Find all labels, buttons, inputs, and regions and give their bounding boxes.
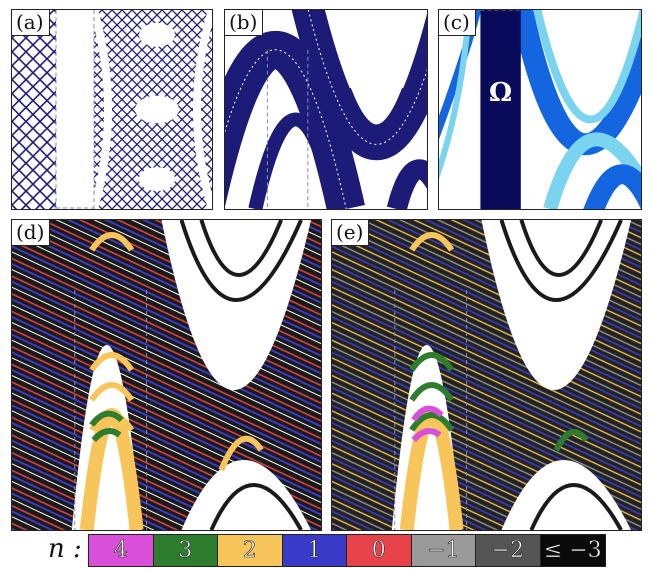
legend-swatch: 4: [89, 535, 154, 566]
panel-label: (d): [12, 220, 51, 246]
panel-label: (b): [225, 10, 264, 36]
panel-e-figure: [332, 220, 641, 530]
panel-b: (b): [224, 9, 428, 210]
panel-a-figure: [12, 10, 212, 209]
legend-swatch: −2: [476, 535, 541, 566]
panel-label: (e): [332, 220, 370, 246]
colorbar-legend: 4 3 2 1 0 −1 −2 ≤ −3: [88, 534, 606, 567]
legend-swatch: 1: [282, 535, 347, 566]
legend-swatch: 2: [218, 535, 283, 566]
legend-swatch: ≤ −3: [540, 535, 605, 566]
panel-label: (a): [12, 10, 50, 36]
panel-c: Ω (c): [438, 9, 642, 210]
panel-d-figure: [12, 220, 321, 530]
panel-label: (c): [439, 10, 476, 36]
panel-c-figure: [439, 10, 641, 209]
legend-swatch: 0: [347, 535, 412, 566]
panel-e: (e): [331, 219, 642, 531]
legend-swatch: −1: [411, 535, 476, 566]
panel-a: (a): [11, 9, 213, 210]
omega-region-label: Ω: [489, 78, 513, 108]
panel-b-figure: [225, 10, 427, 209]
legend-swatch: 3: [153, 535, 218, 566]
legend-label: n :: [48, 534, 82, 564]
panel-d: (d): [11, 219, 322, 531]
